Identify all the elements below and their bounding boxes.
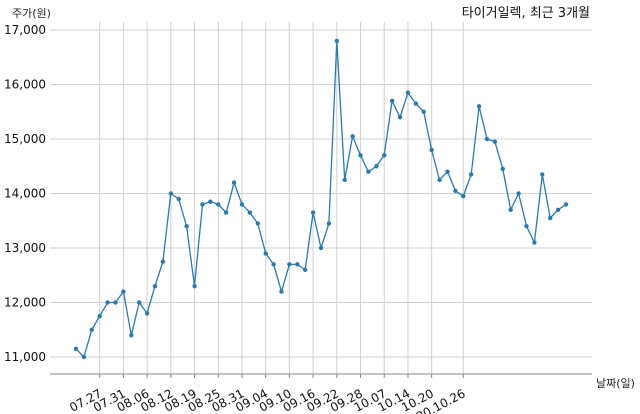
data-point (468, 172, 474, 177)
data-point (295, 262, 300, 267)
data-point (129, 333, 134, 338)
data-point (421, 109, 426, 114)
y-axis-label: 주가(원) (12, 7, 51, 20)
y-tick-label: 16,000 (4, 78, 46, 92)
data-point (81, 354, 87, 360)
data-point (389, 98, 395, 104)
data-point (216, 202, 221, 207)
data-point (350, 134, 355, 139)
data-point (184, 224, 189, 229)
data-point (492, 139, 498, 144)
data-point (73, 346, 79, 352)
data-point (168, 191, 174, 196)
y-tick-label: 13,000 (4, 241, 46, 255)
data-point (508, 207, 513, 213)
data-point (374, 164, 379, 169)
data-point (445, 169, 450, 174)
x-axis-label: 날짜(일) (596, 376, 635, 390)
data-point (89, 327, 95, 332)
data-point (532, 240, 537, 245)
data-point (476, 104, 482, 109)
data-point (563, 202, 569, 207)
data-point (271, 262, 276, 267)
y-tick-label: 11,000 (4, 350, 46, 364)
data-point (160, 259, 166, 264)
data-point (200, 202, 205, 207)
data-point (223, 210, 229, 215)
data-point (405, 90, 411, 95)
plot-area (73, 38, 569, 360)
data-point (97, 313, 102, 319)
data-point (192, 283, 197, 289)
data-point (231, 180, 237, 185)
data-point (437, 177, 442, 183)
data-point (176, 196, 181, 202)
data-point (429, 147, 434, 153)
data-point (413, 101, 419, 106)
data-point (516, 191, 521, 196)
y-tick-label: 12,000 (4, 296, 46, 310)
data-point (547, 215, 553, 221)
data-point (279, 289, 284, 294)
data-point (334, 38, 340, 44)
data-point (105, 300, 110, 305)
data-point (461, 194, 466, 199)
data-point (302, 267, 308, 272)
data-point (255, 221, 260, 226)
data-point (524, 224, 529, 229)
x-axis: 07.2707.3108.0608.1208.1908.2508.3109.04… (67, 374, 468, 414)
y-tick-label: 15,000 (4, 132, 46, 146)
data-point (310, 210, 316, 215)
gridlines (50, 22, 592, 374)
chart-title: 타이거일렉, 최근 3개월 (462, 6, 590, 21)
data-point (358, 153, 363, 158)
data-point (318, 245, 324, 251)
data-point (540, 172, 545, 177)
data-point (247, 210, 253, 215)
data-point (382, 153, 387, 158)
data-point (326, 221, 332, 226)
data-point (208, 199, 213, 204)
data-point (397, 115, 403, 120)
data-point (366, 169, 371, 174)
y-axis: 11,000 12,000 13,000 14,000 15,000 16,000 17,0… (4, 23, 46, 364)
data-point (342, 177, 347, 183)
data-point (555, 207, 561, 213)
data-point (121, 289, 126, 294)
data-point (287, 262, 292, 267)
data-point (152, 283, 158, 289)
data-point (500, 166, 505, 172)
price-line (75, 40, 567, 359)
data-point (239, 202, 245, 207)
data-point (144, 311, 150, 316)
y-tick-label: 14,000 (4, 187, 46, 201)
data-point (113, 300, 118, 305)
data-point (263, 251, 268, 256)
y-tick-label: 17,000 (4, 23, 46, 37)
data-point (137, 300, 142, 305)
data-point (453, 188, 458, 193)
data-point (484, 136, 490, 142)
